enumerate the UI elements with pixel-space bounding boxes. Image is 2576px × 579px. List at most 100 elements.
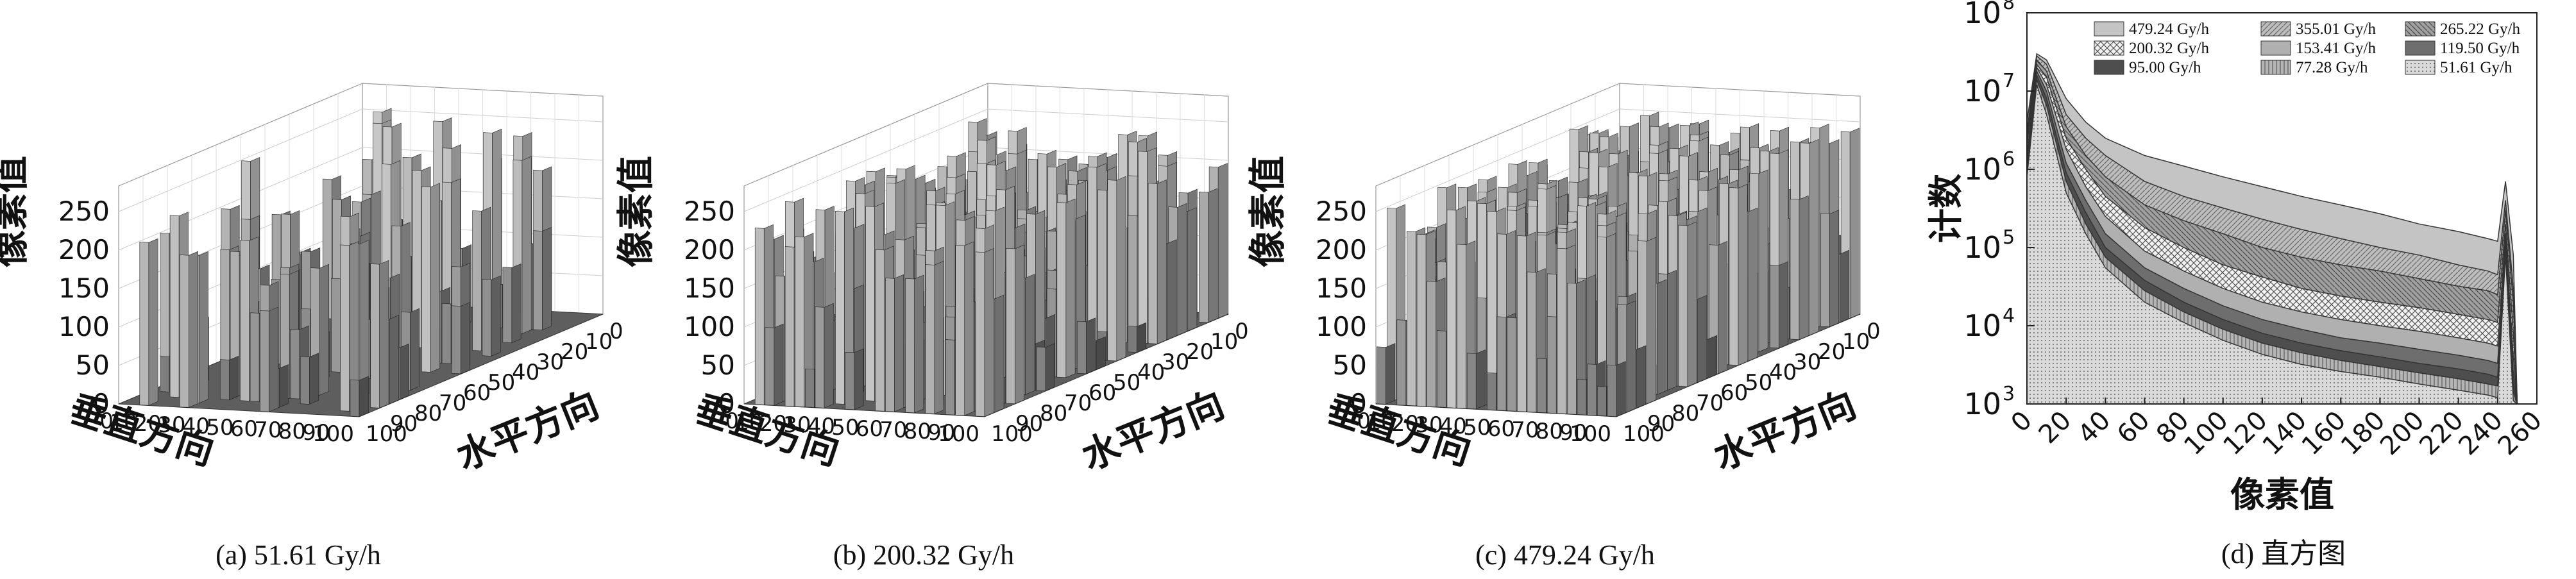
bar-3d-side (1025, 274, 1035, 395)
bar-3d-side (521, 156, 532, 334)
x-tick-label: 90 (928, 420, 955, 446)
bar-3d-side (1687, 221, 1697, 387)
y-tick-label: 20 (1818, 339, 1845, 365)
y-tick-label: 40 (512, 360, 539, 385)
bar-3d (1097, 189, 1107, 351)
z-tick-label: 50 (76, 349, 110, 381)
bar-3d (1597, 385, 1607, 417)
bar-3d-side (1829, 210, 1840, 328)
y-tick-label: 70 (439, 390, 466, 416)
bar-3d-side (148, 238, 158, 406)
bar-3d (451, 305, 461, 374)
bar-3d-side (198, 251, 208, 404)
bar-3d (472, 210, 482, 351)
y-tick-label: 0 (1867, 319, 1881, 344)
x-tick-label: 50 (831, 415, 859, 441)
x-tick-label: 80 (278, 419, 306, 444)
y-tick-exponent: 8 (2003, 0, 2015, 14)
bar-3d-side (984, 248, 994, 417)
bar-3d (331, 278, 341, 373)
bar-3d-side (1636, 345, 1647, 408)
bar-3d-side (1707, 335, 1718, 379)
y-tick-label: 60 (1089, 380, 1116, 406)
y-tick-label: 10 (1963, 0, 2001, 30)
bar-3d-side (1096, 336, 1106, 370)
bar-3d (1148, 183, 1158, 344)
bar-3d (290, 329, 300, 399)
bar-3d-side (1167, 239, 1177, 340)
bar-3d-side (1208, 188, 1217, 323)
histogram-legend: 479.24 Gy/h 355.01 Gy/h 265.22 Gy/h 200.32 … (2094, 21, 2521, 76)
bar-3d (885, 278, 895, 412)
bar-3d (350, 380, 360, 417)
bar-3d (1107, 180, 1117, 362)
bar-3d (845, 351, 855, 410)
x-tick-label: 0 (99, 408, 114, 434)
bar-3d-side (1475, 349, 1486, 410)
bar-3d-side (824, 303, 834, 408)
bar-3d-side (379, 260, 389, 408)
bar-3d-side (491, 275, 501, 357)
bar-3d-side (1779, 261, 1788, 349)
y-tick-label: 90 (390, 411, 418, 437)
x-tick-label: 10 (110, 410, 137, 435)
bar-3d (1466, 353, 1477, 410)
bar-3d-side (1137, 322, 1147, 353)
legend-swatch (2260, 40, 2291, 56)
z-tick-label: 0 (718, 388, 735, 419)
z-tick-label: 200 (1316, 234, 1367, 265)
y-tick-label: 60 (1720, 380, 1748, 406)
y-tick-label: 100 (991, 421, 1033, 447)
y-tick-label: 80 (1040, 401, 1067, 426)
x-tick-label: 90 (302, 420, 330, 446)
legend-swatch (2094, 21, 2124, 37)
x-tick-label: 70 (1511, 417, 1539, 443)
histogram-frame (2026, 12, 2538, 405)
bar-3d (260, 310, 269, 412)
bar-3d-side (1065, 198, 1076, 378)
legend-label: 200.32 Gy/h (2129, 40, 2210, 57)
y-tick-label: 50 (487, 370, 515, 396)
bar-3d (925, 264, 935, 414)
bar-3d (1427, 281, 1437, 407)
bar-3d-side (1187, 207, 1198, 331)
x-tick-label: 20 (134, 411, 162, 437)
bar-3d (533, 230, 543, 330)
y-tick-label: 90 (1015, 411, 1043, 437)
bar-3d-side (269, 306, 278, 412)
y-tick-exponent: 3 (2003, 383, 2015, 405)
z-tick-label: 250 (1316, 196, 1367, 227)
bar-3d-side (1748, 207, 1758, 362)
bar-3d (300, 356, 310, 405)
x-tick-label: 40 (2072, 406, 2117, 450)
bar-3d (765, 327, 775, 406)
bar-3d (1567, 283, 1577, 415)
legend-swatch (2405, 40, 2436, 56)
bar-3d (1128, 215, 1138, 343)
legend-swatch (2094, 60, 2124, 75)
y-tick-label: 10 (1963, 308, 2001, 343)
bar-3d (370, 264, 380, 408)
bar-3d (139, 242, 149, 406)
bar-3d (1457, 244, 1466, 409)
z-tick-label: 250 (58, 196, 110, 227)
x-tick-label: 60 (856, 416, 883, 442)
bar-3d-side (1758, 169, 1768, 353)
bar-3d-side (1718, 240, 1727, 374)
caption-c: (c) 479.24 Gy/h (1475, 539, 1655, 571)
y-tick-label: 40 (1137, 360, 1165, 385)
bar-3d (1820, 213, 1830, 327)
bar-3d-side (1116, 176, 1126, 362)
y-tick-label: 30 (1162, 349, 1189, 375)
bar-3d-side (1840, 249, 1849, 323)
bar-3d (1527, 271, 1537, 413)
bar-3d (180, 255, 189, 408)
x-tick-label: 40 (182, 414, 210, 439)
y-tick-exponent: 6 (2003, 148, 2015, 171)
bar-3d-side (359, 240, 369, 398)
bar-3d-side (278, 364, 289, 408)
bar-3d (1487, 373, 1496, 410)
bar-3d-side (914, 274, 924, 414)
